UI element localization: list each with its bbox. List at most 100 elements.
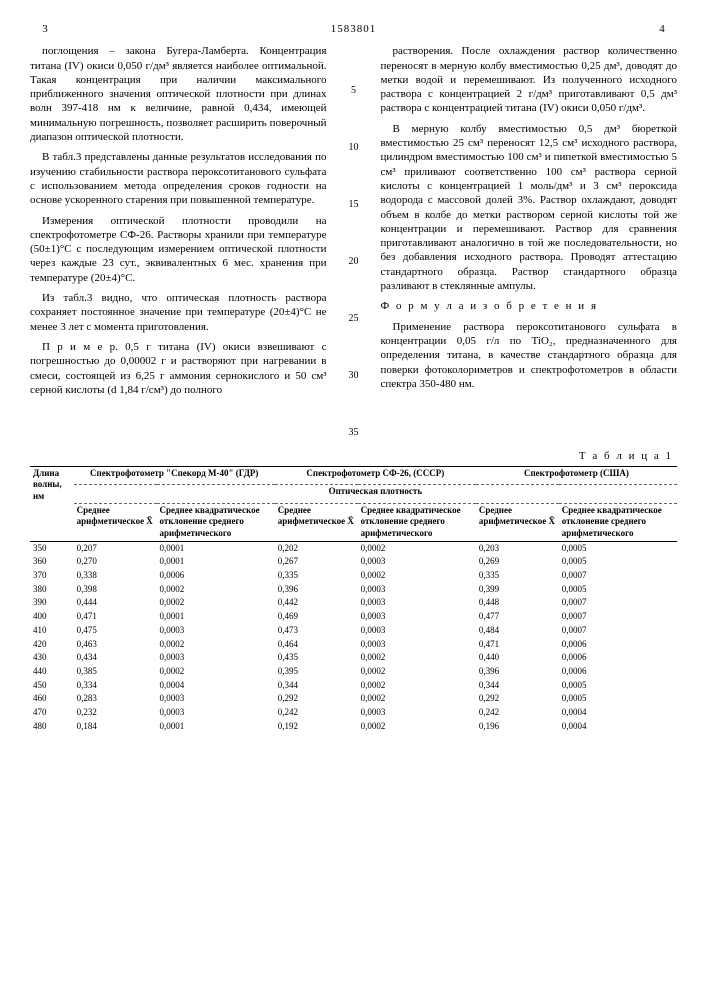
cell: 0,0002 — [358, 569, 476, 583]
cell: 0,283 — [74, 692, 157, 706]
para: Измерения оптической плотности проводили… — [30, 214, 327, 285]
cell: 0,444 — [74, 596, 157, 610]
cell: 0,0002 — [157, 583, 275, 597]
cell: 0,0002 — [157, 665, 275, 679]
cell: 0,242 — [476, 706, 559, 720]
cell: 0,0002 — [358, 651, 476, 665]
line-num: 15 — [345, 196, 363, 211]
para: В табл.3 представлены данные результатов… — [30, 150, 327, 207]
cell: 0,0002 — [358, 720, 476, 734]
table-label: Т а б л и ц а 1 — [30, 449, 673, 463]
cell: 0,0001 — [157, 720, 275, 734]
cell: 0,463 — [74, 638, 157, 652]
cell: 0,0003 — [358, 638, 476, 652]
page-left: 3 — [30, 22, 60, 36]
line-num: 10 — [345, 139, 363, 154]
cell: 380 — [30, 583, 74, 597]
col-group: Спектрофотометр (США) — [476, 467, 677, 485]
cell: 0,344 — [275, 679, 358, 693]
cell: 0,471 — [476, 638, 559, 652]
cell: 440 — [30, 665, 74, 679]
table-row: 3600,2700,00010,2670,00030,2690,0005 — [30, 555, 677, 569]
line-num: 5 — [345, 82, 363, 97]
cell: 0,196 — [476, 720, 559, 734]
cell: 480 — [30, 720, 74, 734]
cell: 410 — [30, 624, 74, 638]
cell: 0,0004 — [157, 679, 275, 693]
cell: 0,335 — [476, 569, 559, 583]
cell: 0,184 — [74, 720, 157, 734]
cell: 0,335 — [275, 569, 358, 583]
col-group: Спектрофотометр СФ-26, (СССР) — [275, 467, 476, 485]
cell: 0,0002 — [157, 596, 275, 610]
cell: 0,269 — [476, 555, 559, 569]
cell: 0,475 — [74, 624, 157, 638]
line-num: 20 — [345, 253, 363, 268]
cell: 0,0004 — [559, 720, 677, 734]
cell: 0,0005 — [559, 679, 677, 693]
doc-number: 1583801 — [60, 22, 647, 36]
cell: 0,0007 — [559, 624, 677, 638]
para: поглощения – закона Бугера-Ламберта. Кон… — [30, 44, 327, 144]
table-subheader-row: Среднее арифметическое X̄ Среднее квадра… — [30, 504, 677, 542]
table-row: 4600,2830,00030,2920,00020,2920,0005 — [30, 692, 677, 706]
cell: 0,0006 — [157, 569, 275, 583]
cell: 0,440 — [476, 651, 559, 665]
cell: 0,0003 — [358, 624, 476, 638]
table-row: 3800,3980,00020,3960,00030,3990,0005 — [30, 583, 677, 597]
table-row: 4500,3340,00040,3440,00020,3440,0005 — [30, 679, 677, 693]
density-head: Оптическая плотность — [74, 485, 677, 503]
cell: 0,0003 — [358, 555, 476, 569]
cell: 0,0002 — [358, 692, 476, 706]
cell: 0,0003 — [358, 583, 476, 597]
cell: 0,469 — [275, 610, 358, 624]
cell: 0,484 — [476, 624, 559, 638]
cell: 0,0003 — [358, 706, 476, 720]
cell: 0,0007 — [559, 596, 677, 610]
cell: 0,434 — [74, 651, 157, 665]
para: Применение раствора пероксотитанового су… — [381, 320, 678, 391]
cell: 0,0003 — [157, 692, 275, 706]
right-column: растворения. После охлаждения раствор ко… — [381, 44, 678, 439]
cell: 0,192 — [275, 720, 358, 734]
para: П р и м е р. 0,5 г титана (IV) окиси взв… — [30, 340, 327, 397]
cell: 0,0001 — [157, 555, 275, 569]
table-row: 4300,4340,00030,4350,00020,4400,0006 — [30, 651, 677, 665]
cell: 0,448 — [476, 596, 559, 610]
cell: 0,0002 — [358, 542, 476, 556]
table-row: 3900,4440,00020,4420,00030,4480,0007 — [30, 596, 677, 610]
cell: 470 — [30, 706, 74, 720]
table-row: 4200,4630,00020,4640,00030,4710,0006 — [30, 638, 677, 652]
cell: 0,471 — [74, 610, 157, 624]
table-row: 3500,2070,00010,2020,00020,2030,0005 — [30, 542, 677, 556]
cell: 0,464 — [275, 638, 358, 652]
col-dev: Среднее квадратическое отклонение средне… — [358, 504, 476, 542]
cell: 0,338 — [74, 569, 157, 583]
left-column: поглощения – закона Бугера-Ламберта. Кон… — [30, 44, 327, 439]
cell: 0,0007 — [559, 610, 677, 624]
cell: 0,0007 — [559, 569, 677, 583]
cell: 0,473 — [275, 624, 358, 638]
header: 3 1583801 4 — [30, 22, 677, 36]
col-dev: Среднее квадратическое отклонение средне… — [157, 504, 275, 542]
para: растворения. После охлаждения раствор ко… — [381, 44, 678, 115]
cell: 0,0003 — [358, 596, 476, 610]
cell: 0,202 — [275, 542, 358, 556]
cell: 0,0001 — [157, 542, 275, 556]
para: В мерную колбу вместимостью 0,5 дм³ бюре… — [381, 122, 678, 294]
cell: 0,0003 — [157, 624, 275, 638]
col-mean: Среднее арифметическое X̄ — [275, 504, 358, 542]
cell: 390 — [30, 596, 74, 610]
page-right: 4 — [647, 22, 677, 36]
cell: 0,396 — [275, 583, 358, 597]
cell: 0,0005 — [559, 555, 677, 569]
table-row: 4800,1840,00010,1920,00020,1960,0004 — [30, 720, 677, 734]
col-mean: Среднее арифметическое X̄ — [74, 504, 157, 542]
para: Из табл.3 видно, что оптическая плотност… — [30, 291, 327, 334]
formula-heading: Ф о р м у л а и з о б р е т е н и я — [381, 299, 678, 313]
cell: 0,435 — [275, 651, 358, 665]
cell: 0,0006 — [559, 665, 677, 679]
cell: 350 — [30, 542, 74, 556]
col-mean: Среднее арифметическое X̄ — [476, 504, 559, 542]
cell: 0,232 — [74, 706, 157, 720]
